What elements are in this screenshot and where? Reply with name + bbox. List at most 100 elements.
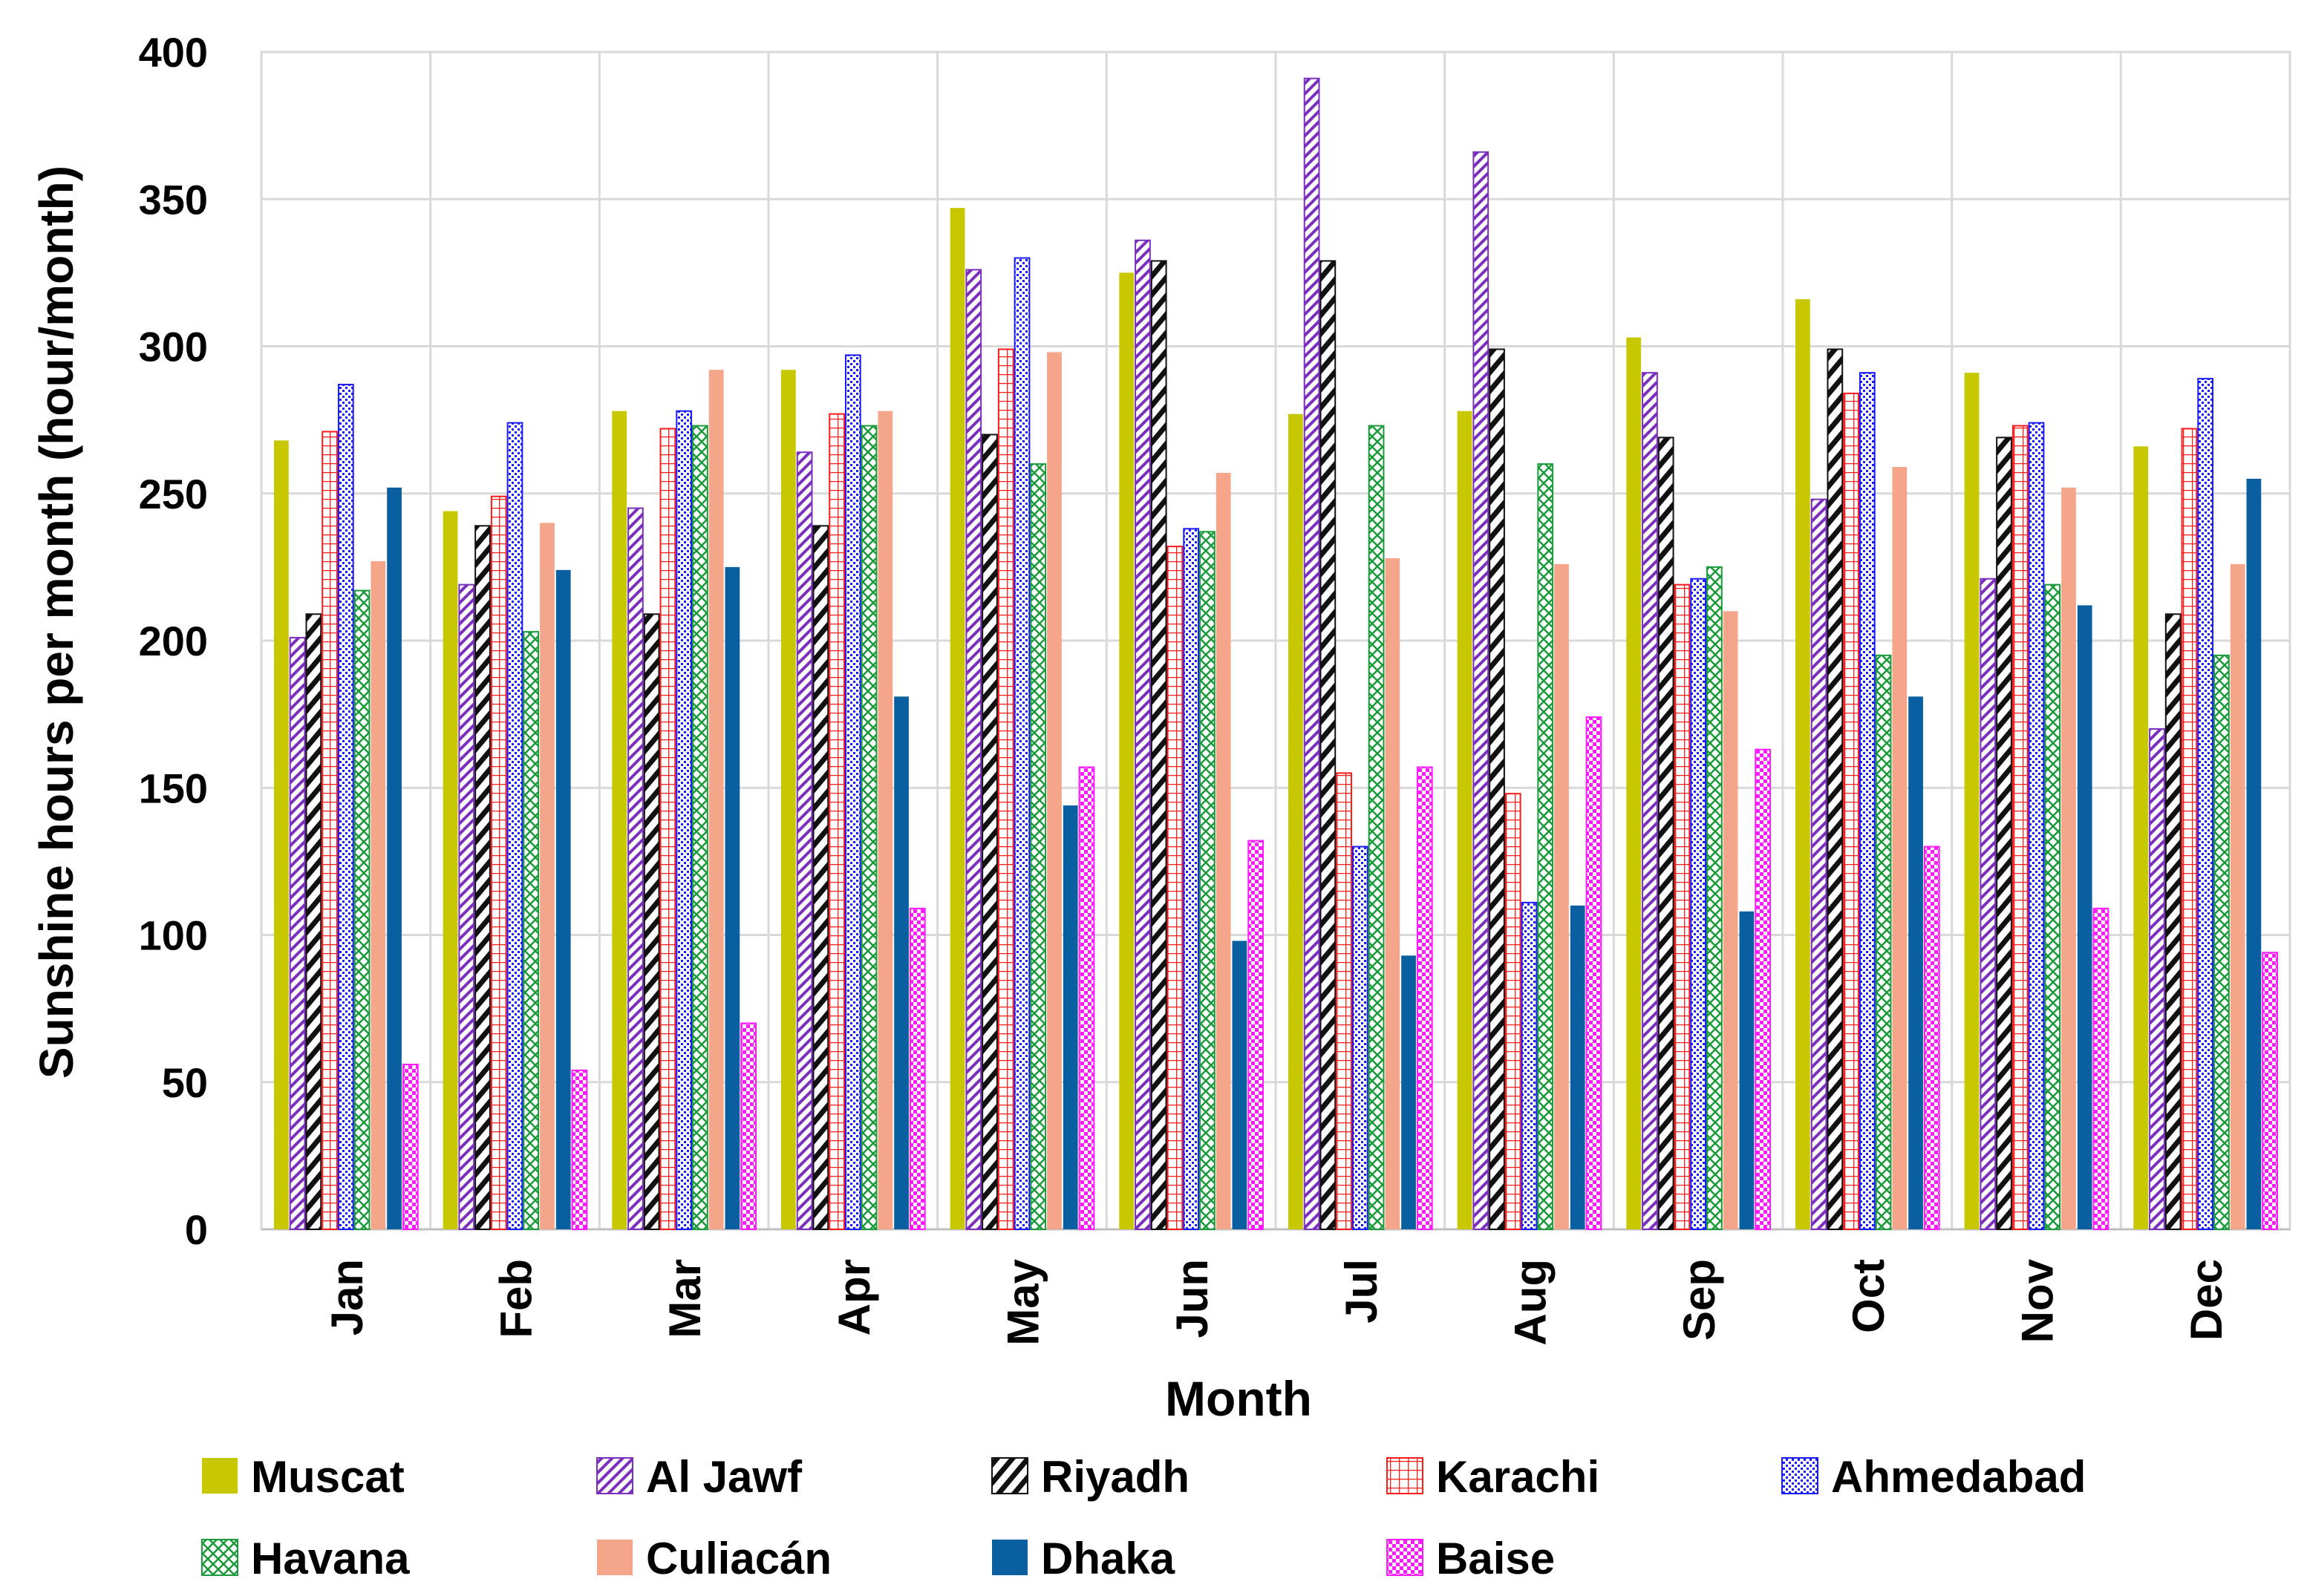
bar-ahmedabad-jan: [337, 384, 354, 1230]
bar-muscat-dec: [2133, 446, 2149, 1229]
y-tick-label: 250: [139, 471, 208, 517]
bar-group-sep: [1626, 337, 1772, 1230]
legend-label: Culiacán: [646, 1534, 832, 1583]
x-axis-label: Month: [1165, 1371, 1312, 1426]
bar-karachi-jun: [1166, 546, 1184, 1230]
bar-ahmedabad-aug: [1521, 901, 1538, 1230]
bar-riyadh-jan: [305, 613, 322, 1230]
bar-culiac-n-dec: [2230, 563, 2245, 1229]
x-tick-label: Dec: [2182, 1259, 2231, 1341]
bar-culiac-n-mar: [708, 370, 724, 1230]
legend-label: Muscat: [251, 1452, 405, 1502]
bar-culiac-n-nov: [2061, 487, 2076, 1229]
bar-riyadh-mar: [643, 613, 660, 1230]
bar-baise-nov: [2092, 907, 2109, 1230]
bar-al-jawf-may: [965, 269, 982, 1230]
bar-karachi-jan: [322, 431, 338, 1230]
bar-riyadh-feb: [474, 525, 491, 1230]
legend-label: Al Jawf: [646, 1452, 803, 1502]
bar-muscat-apr: [781, 370, 796, 1230]
legend-item: Karachi: [1386, 1452, 1599, 1502]
legend-item: Al Jawf: [596, 1452, 803, 1502]
y-tick-label: 50: [162, 1059, 208, 1106]
x-tick-label: Aug: [1506, 1259, 1556, 1346]
bar-dhaka-nov: [2077, 605, 2092, 1229]
y-tick-label: 100: [139, 912, 208, 959]
bar-baise-jan: [402, 1063, 419, 1230]
bar-ahmedabad-feb: [506, 422, 523, 1231]
legend-item: Culiacán: [597, 1534, 832, 1583]
bar-havana-jul: [1368, 425, 1385, 1230]
bar-group-jul: [1288, 77, 1433, 1231]
bar-baise-jul: [1416, 766, 1433, 1230]
bar-al-jawf-oct: [1810, 498, 1827, 1230]
bar-muscat-oct: [1795, 299, 1810, 1229]
bar-muscat-may: [950, 208, 965, 1229]
bar-al-jawf-jan: [289, 637, 306, 1230]
bar-riyadh-apr: [812, 525, 829, 1230]
y-tick-label: 300: [139, 324, 208, 370]
legend-item: Ahmedabad: [1781, 1452, 2086, 1502]
bar-havana-aug: [1537, 463, 1554, 1230]
bar-baise-dec: [2262, 952, 2279, 1231]
gridlines: [260, 50, 2291, 1231]
bar-culiac-n-aug: [1554, 563, 1569, 1229]
bar-culiac-n-apr: [878, 411, 893, 1229]
bar-dhaka-jun: [1232, 941, 1247, 1229]
bar-baise-mar: [740, 1022, 757, 1230]
bar-baise-jun: [1247, 840, 1265, 1230]
legend-swatch: [201, 1539, 238, 1576]
bar-dhaka-mar: [725, 566, 740, 1229]
legend-label: Riyadh: [1041, 1452, 1190, 1502]
bar-culiac-n-jul: [1385, 557, 1400, 1229]
legend-item: Riyadh: [991, 1452, 1190, 1502]
bar-culiac-n-sep: [1723, 611, 1738, 1229]
bar-ahmedabad-dec: [2197, 378, 2214, 1230]
x-tick-label: May: [999, 1258, 1048, 1345]
bar-dhaka-oct: [1908, 696, 1923, 1229]
legend-swatch: [991, 1457, 1028, 1494]
bar-dhaka-dec: [2246, 478, 2262, 1229]
bar-muscat-jan: [274, 440, 289, 1229]
legend-swatch: [1386, 1539, 1423, 1576]
y-tick-label: 0: [185, 1206, 208, 1253]
bar-riyadh-oct: [1827, 348, 1844, 1231]
bar-karachi-apr: [829, 413, 845, 1231]
bar-riyadh-sep: [1657, 436, 1674, 1230]
bar-culiac-n-may: [1047, 352, 1062, 1230]
bar-al-jawf-apr: [796, 451, 813, 1230]
bar-group-feb: [443, 422, 588, 1231]
y-axis-tick-labels: 0 50 100 150 200 250 300 350 400: [139, 29, 208, 1253]
legend-item: Havana: [201, 1534, 410, 1583]
bar-muscat-sep: [1626, 337, 1642, 1230]
legend-swatch: [992, 1540, 1028, 1575]
bar-karachi-sep: [1674, 583, 1691, 1230]
legend-swatch: [202, 1458, 238, 1494]
bar-group-dec: [2133, 378, 2279, 1231]
bar-muscat-mar: [612, 411, 627, 1229]
bar-ahmedabad-mar: [676, 410, 693, 1230]
y-tick-label: 150: [139, 765, 208, 811]
x-tick-label: Sep: [1674, 1259, 1724, 1341]
x-tick-label: Jan: [322, 1259, 372, 1335]
bar-ahmedabad-jun: [1183, 528, 1200, 1230]
bar-baise-apr: [909, 907, 926, 1230]
bar-havana-nov: [2044, 583, 2061, 1230]
bar-al-jawf-dec: [2149, 727, 2165, 1230]
bar-havana-feb: [523, 631, 540, 1230]
bar-group-apr: [781, 354, 926, 1231]
bar-culiac-n-oct: [1892, 467, 1908, 1230]
bar-group-aug: [1457, 151, 1602, 1231]
bar-al-jawf-nov: [1980, 578, 1997, 1230]
legend-label: Baise: [1436, 1534, 1555, 1583]
bar-havana-apr: [861, 425, 878, 1230]
bar-havana-oct: [1875, 654, 1892, 1230]
bar-havana-jun: [1199, 531, 1216, 1230]
bar-karachi-may: [997, 348, 1014, 1231]
bar-riyadh-jun: [1150, 260, 1167, 1230]
legend-label: Dhaka: [1041, 1534, 1175, 1583]
legend-item: Muscat: [202, 1452, 405, 1502]
bar-group-mar: [612, 370, 757, 1230]
bar-ahmedabad-may: [1014, 257, 1031, 1230]
x-tick-label: Oct: [1844, 1259, 1893, 1333]
